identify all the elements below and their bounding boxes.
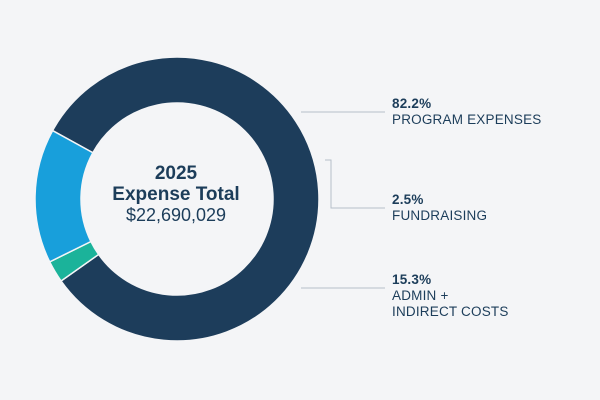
program-name: PROGRAM EXPENSES [392,112,542,127]
fundraising-percent: 2.5% [392,192,424,207]
leader-lines [301,111,385,289]
label-program-expenses: 82.2% PROGRAM EXPENSES [392,96,542,128]
center-year: 2025 [154,163,198,184]
admin-name-line-1: ADMIN + [392,288,449,303]
slice-admin-indirect-costs [34,129,94,263]
donut-center-label: 2025 Expense Total $22,690,029 [96,163,256,226]
fundraising-name: FUNDRAISING [392,208,488,223]
center-total-value: $22,690,029 [125,205,227,225]
admin-name-line-2: INDIRECT COSTS [392,304,509,319]
label-admin-indirect-costs: 15.3% ADMIN + INDIRECT COSTS [392,272,509,320]
admin-percent: 15.3% [392,272,432,287]
donut-slices [34,56,320,342]
leader-line-fundraising [325,159,385,209]
center-title: Expense Total [112,184,240,205]
program-percent: 82.2% [392,96,432,111]
slice-program-expenses [51,56,320,342]
label-fundraising: 2.5% FUNDRAISING [392,192,487,224]
